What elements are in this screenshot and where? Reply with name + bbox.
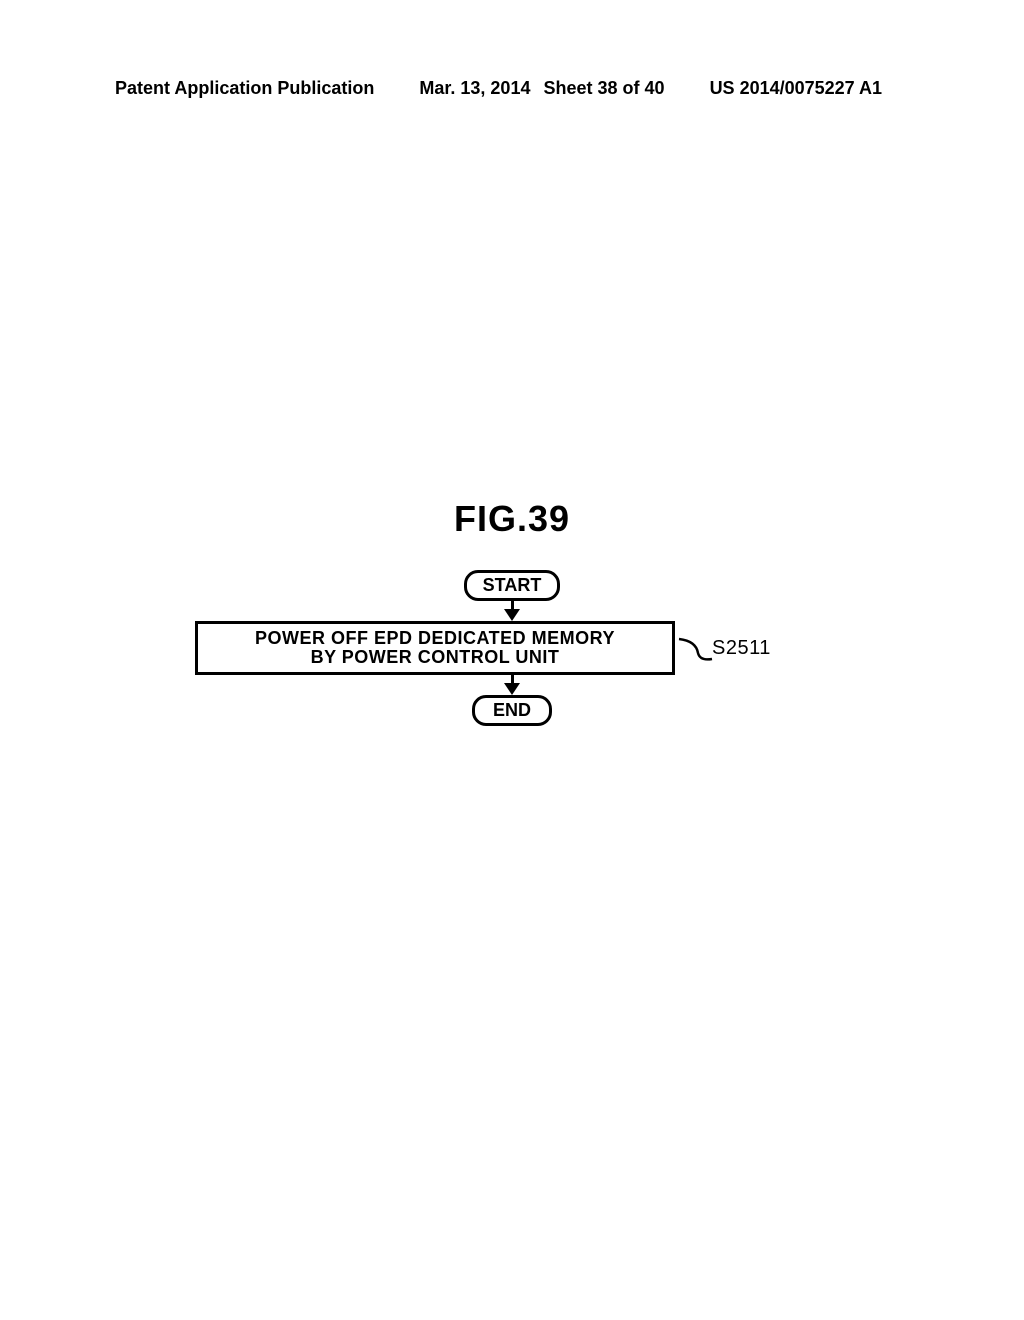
arrow-start-to-process xyxy=(0,601,1024,621)
process-text-line1: POWER OFF EPD DEDICATED MEMORY xyxy=(255,629,615,648)
publication-label: Patent Application Publication xyxy=(115,78,374,99)
end-terminal: END xyxy=(472,695,552,726)
flowchart: START POWER OFF EPD DEDICATED MEMORY BY … xyxy=(0,570,1024,726)
process-power-off-epd-memory: POWER OFF EPD DEDICATED MEMORY BY POWER … xyxy=(195,621,675,675)
step-reference-label: S2511 xyxy=(712,637,771,660)
publication-date: Mar. 13, 2014 xyxy=(419,78,530,99)
sheet-number: Sheet 38 of 40 xyxy=(543,78,664,99)
process-row: POWER OFF EPD DEDICATED MEMORY BY POWER … xyxy=(0,621,1024,675)
step-leader-line xyxy=(678,637,714,665)
arrow-process-to-end xyxy=(0,675,1024,695)
document-number: US 2014/0075227 A1 xyxy=(710,78,882,99)
process-text-line2: BY POWER CONTROL UNIT xyxy=(311,648,560,667)
page-header: Patent Application Publication Mar. 13, … xyxy=(115,78,909,99)
patent-page: Patent Application Publication Mar. 13, … xyxy=(0,0,1024,1320)
start-terminal: START xyxy=(464,570,560,601)
figure-title: FIG.39 xyxy=(0,498,1024,540)
